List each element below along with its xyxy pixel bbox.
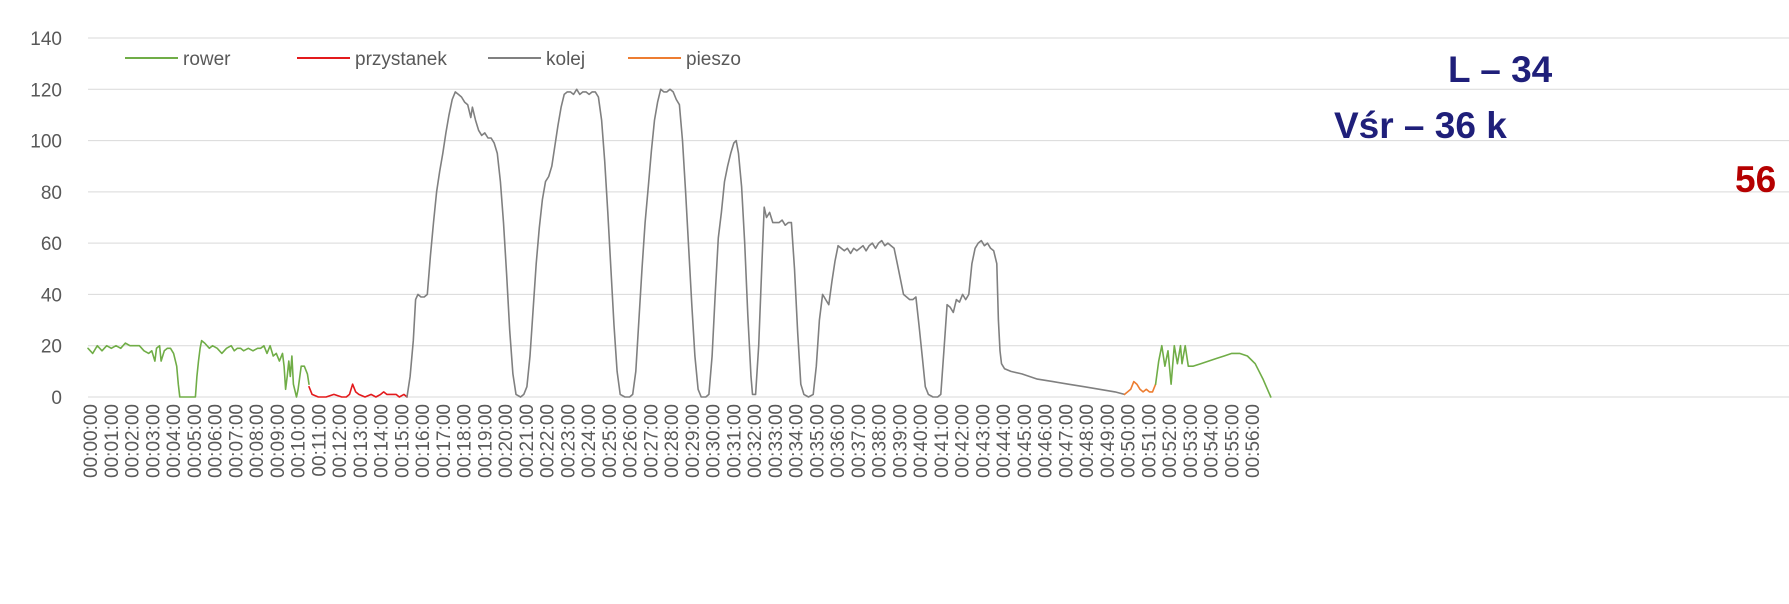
x-tick-label: 00:15:00: [392, 404, 413, 478]
legend-label-przystanek: przystanek: [355, 49, 447, 70]
x-tick-label: 00:51:00: [1139, 404, 1160, 478]
x-tick-label: 00:31:00: [724, 404, 745, 478]
x-tick-label: 00:08:00: [247, 404, 268, 478]
y-tick-label: 0: [51, 388, 62, 409]
x-tick-label: 00:03:00: [143, 404, 164, 478]
x-tick-label: 00:10:00: [289, 404, 310, 478]
annotation-length: L – 34: [1448, 49, 1553, 90]
x-tick-label: 00:21:00: [517, 404, 538, 478]
x-tick-label: 00:47:00: [1056, 404, 1077, 478]
y-tick-label: 20: [41, 337, 62, 358]
x-tick-label: 00:52:00: [1160, 404, 1181, 478]
x-tick-label: 00:01:00: [102, 404, 123, 478]
y-tick-label: 80: [41, 183, 62, 204]
x-tick-label: 00:23:00: [558, 404, 579, 478]
x-tick-label: 00:28:00: [662, 404, 683, 478]
x-tick-label: 00:53:00: [1181, 404, 1202, 478]
series-lines: [87, 88, 1272, 398]
y-tick-label: 120: [30, 80, 62, 101]
y-tick-label: 140: [30, 29, 62, 50]
y-tick-label: 100: [30, 132, 62, 153]
x-tick-label: 00:29:00: [683, 404, 704, 478]
x-tick-label: 00:39:00: [890, 404, 911, 478]
legend-label-rower: rower: [183, 49, 231, 70]
x-tick-label: 00:24:00: [579, 404, 600, 478]
x-tick-label: 00:25:00: [600, 404, 621, 478]
x-tick-label: 00:05:00: [185, 404, 206, 478]
x-tick-label: 00:37:00: [849, 404, 870, 478]
x-tick-label: 00:09:00: [268, 404, 289, 478]
x-tick-label: 00:50:00: [1119, 404, 1140, 478]
x-tick-label: 00:44:00: [994, 404, 1015, 478]
x-tick-label: 00:32:00: [745, 404, 766, 478]
x-tick-label: 00:27:00: [641, 404, 662, 478]
x-tick-label: 00:56:00: [1243, 404, 1264, 478]
x-tick-label: 00:55:00: [1222, 404, 1243, 478]
y-axis-ticks: 0 20 40 60 80 100 120 140: [30, 29, 62, 409]
series-line-rower: [87, 339, 310, 398]
x-tick-label: 00:49:00: [1098, 404, 1119, 478]
x-tick-label: 00:41:00: [932, 404, 953, 478]
x-tick-label: 00:48:00: [1077, 404, 1098, 478]
y-tick-label: 60: [41, 234, 62, 255]
x-tick-label: 00:14:00: [372, 404, 393, 478]
x-tick-label: 00:06:00: [206, 404, 227, 478]
x-tick-label: 00:13:00: [351, 404, 372, 478]
x-tick-label: 00:34:00: [787, 404, 808, 478]
x-tick-label: 00:30:00: [704, 404, 725, 478]
annotation-time: 56: [1735, 159, 1776, 200]
x-tick-label: 00:54:00: [1202, 404, 1223, 478]
x-tick-label: 00:04:00: [164, 404, 185, 478]
x-tick-label: 00:00:00: [81, 404, 102, 478]
x-tick-label: 00:11:00: [309, 404, 330, 477]
x-tick-label: 00:07:00: [226, 404, 247, 478]
x-tick-label: 00:38:00: [870, 404, 891, 478]
series-line-kolej: [406, 88, 1126, 398]
series-line-przystanek: [308, 383, 408, 398]
y-tick-label: 40: [41, 285, 62, 306]
gridlines: [88, 37, 1789, 398]
legend-label-pieszo: pieszo: [686, 49, 741, 70]
x-tick-label: 00:19:00: [475, 404, 496, 478]
x-tick-label: 00:45:00: [1015, 404, 1036, 478]
series-line-pieszo: [1123, 380, 1157, 396]
annotation-avg-speed: Vśr – 36 k: [1334, 105, 1507, 146]
legend-label-kolej: kolej: [546, 49, 585, 70]
x-tick-label: 00:02:00: [123, 404, 144, 478]
annotations: L – 34 Vśr – 36 k 56: [1334, 49, 1776, 200]
x-tick-label: 00:12:00: [330, 404, 351, 478]
legend: rower przystanek kolej pieszo: [125, 49, 741, 70]
series-line-rower: [1154, 344, 1272, 398]
x-axis-ticks: 00:00:00 00:01:00 00:02:00 00:03:00 00:04:00…: [81, 404, 1264, 478]
x-tick-label: 00:16:00: [413, 404, 434, 478]
x-tick-label: 00:36:00: [828, 404, 849, 478]
x-tick-label: 00:40:00: [911, 404, 932, 478]
x-tick-label: 00:43:00: [973, 404, 994, 478]
x-tick-label: 00:17:00: [434, 404, 455, 478]
x-tick-label: 00:22:00: [538, 404, 559, 478]
x-tick-label: 00:20:00: [496, 404, 517, 478]
x-tick-label: 00:42:00: [953, 404, 974, 478]
x-tick-label: 00:26:00: [621, 404, 642, 478]
x-tick-label: 00:35:00: [807, 404, 828, 478]
x-tick-label: 00:18:00: [455, 404, 476, 478]
x-tick-label: 00:33:00: [766, 404, 787, 478]
x-tick-label: 00:46:00: [1036, 404, 1057, 478]
